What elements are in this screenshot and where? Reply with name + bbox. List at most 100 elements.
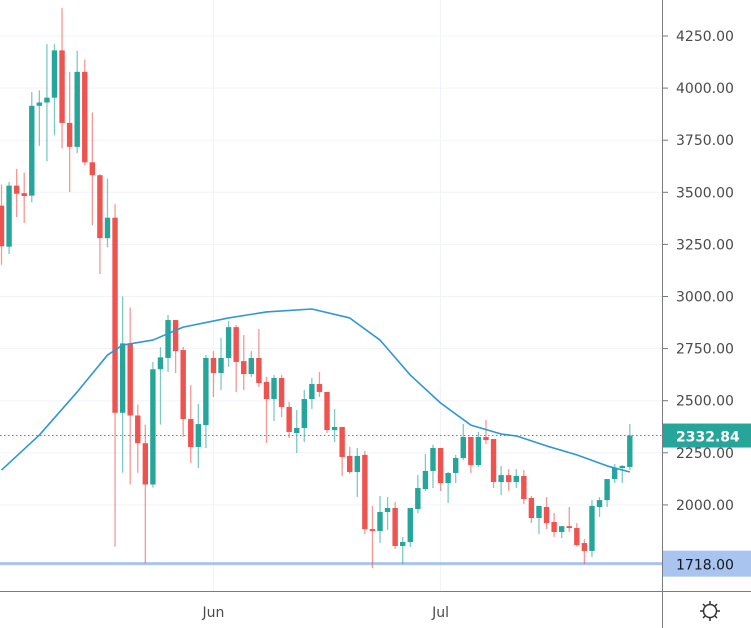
candle [453,454,459,484]
horizontal-line-tag [663,550,751,577]
candle-body [66,122,73,147]
candle-body [248,357,255,375]
candle-body [604,479,610,501]
candle-body [331,426,338,431]
candle-body [354,455,360,472]
price-tick-label: 3500.00 [676,185,734,201]
candle-body [347,455,353,472]
price-tick-label: 4000.00 [676,81,734,97]
grid [0,0,662,591]
candle-body [36,102,43,106]
candle [574,523,580,547]
candle-body [225,327,232,358]
candle [59,7,65,149]
candle [51,44,58,136]
candle-body [422,470,429,490]
candle-body [445,473,451,484]
candle-body [339,426,345,457]
price-tags: 2332.84 1718.00 [663,423,751,577]
candle [263,376,270,444]
candle-body [475,436,482,466]
candle-body [188,419,194,447]
candle-body [589,505,595,551]
candle [513,469,519,489]
candle [354,448,360,497]
candle [225,321,232,367]
candle [362,450,368,535]
settings-gear-icon[interactable] [700,601,720,621]
candle [604,479,610,507]
candle-body [611,468,618,480]
candle [157,347,164,425]
candle [36,90,43,146]
candle-body [581,543,588,551]
candle-body [627,435,633,467]
candle-body [210,357,217,373]
candle-body [241,361,247,375]
time-tick-label: Jul [431,605,449,621]
candle [142,424,149,564]
price-tick-label: 4250.00 [676,29,734,45]
candle [331,409,338,442]
candle [278,375,285,417]
candle-body [13,185,20,194]
candle [44,44,50,162]
candle [589,500,595,557]
candle-body [44,97,50,103]
candle-body [135,415,141,444]
price-axis[interactable]: 4250.00 4000.00 3750.00 3500.00 3250.00 3000.… [663,29,734,514]
candle [558,526,565,539]
current-price-label: 2332.84 [676,430,740,446]
candle [271,375,277,421]
candle-body [619,465,625,469]
candle-body [521,475,527,500]
candle [104,178,111,248]
candle-body [407,508,413,542]
candle-body [218,357,224,373]
candle-body [505,475,512,482]
candle-body [97,175,103,239]
candle [483,419,489,445]
candle-body [0,205,5,247]
candle [596,496,603,517]
candle [97,174,103,274]
candle [528,495,535,524]
candle [89,112,96,226]
candle-body [498,475,504,482]
candle [430,444,436,489]
price-tick-label: 3000.00 [676,290,734,306]
candle-body [384,508,391,512]
candle [627,424,633,471]
candle [172,320,179,373]
time-axis[interactable]: Jun Jul [202,605,449,621]
candle-body [392,508,398,546]
candle [543,496,550,530]
candle [82,59,88,166]
plot-area[interactable] [0,7,662,569]
candle-body [558,526,565,532]
candle-body [119,343,126,413]
candle [339,426,345,476]
candle [521,470,527,505]
candle [437,448,444,491]
candle-body [51,50,58,98]
candle [6,181,12,254]
candle-body [369,529,376,531]
candle-body [316,384,323,392]
candle-body [127,343,133,416]
candle [241,335,247,391]
candle [165,315,171,372]
candle [498,465,504,496]
candle [581,539,588,565]
candle-body [21,193,27,197]
candle-body [6,185,12,247]
candle-body [278,377,285,407]
candle [203,355,209,449]
candle-body [286,406,292,432]
candle-body [233,327,239,362]
horizontal-line-label: 1718.00 [676,558,734,574]
candle [316,371,323,397]
candle [422,454,429,491]
candle [294,410,300,454]
